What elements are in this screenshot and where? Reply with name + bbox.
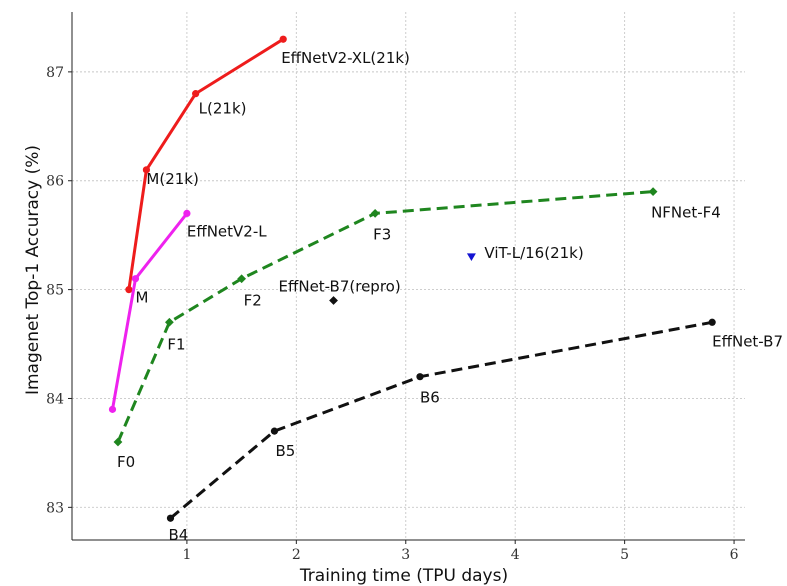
data-point bbox=[237, 274, 247, 284]
x-axis-label: Training time (TPU days) bbox=[299, 566, 508, 586]
y-tick-label: 87 bbox=[46, 65, 64, 81]
series-0 bbox=[125, 35, 287, 294]
point-label: F3 bbox=[373, 225, 391, 243]
point-label: EffNet-B7 bbox=[712, 332, 783, 350]
point-label: EffNetV2-L bbox=[187, 222, 267, 240]
grid bbox=[72, 12, 745, 540]
data-point bbox=[708, 318, 716, 326]
x-tick-label: 4 bbox=[511, 547, 520, 563]
data-point bbox=[270, 427, 279, 435]
point-label: F1 bbox=[167, 335, 185, 353]
series-line bbox=[169, 320, 713, 520]
y-tick-label: 83 bbox=[46, 500, 64, 516]
axes bbox=[71, 12, 745, 541]
series-2 bbox=[113, 187, 658, 447]
data-point bbox=[279, 35, 287, 43]
data-point bbox=[166, 514, 175, 522]
data-point bbox=[648, 187, 658, 197]
data-point bbox=[183, 209, 191, 218]
series-line bbox=[127, 37, 284, 290]
x-tick-label: 6 bbox=[730, 547, 739, 563]
ticks: 1 2 3 4 5 6 83 84 85 86 87 bbox=[46, 65, 738, 563]
data-point bbox=[131, 275, 140, 283]
data-point bbox=[192, 90, 200, 98]
data-point bbox=[370, 209, 380, 218]
y-tick-label: 85 bbox=[46, 283, 64, 299]
point-label: ViT-L/16(21k) bbox=[484, 244, 583, 262]
point-label: EffNet-B7(repro) bbox=[279, 277, 401, 295]
point-label: EffNetV2-XL(21k) bbox=[281, 49, 410, 67]
point-label: B4 bbox=[168, 526, 188, 544]
y-tick-label: 86 bbox=[46, 174, 64, 190]
point-label: NFNet-F4 bbox=[651, 204, 721, 222]
series-layer bbox=[108, 35, 716, 522]
data-point bbox=[108, 405, 117, 413]
data-point bbox=[416, 373, 424, 381]
point-label: B6 bbox=[420, 389, 440, 407]
point-label: F0 bbox=[117, 453, 135, 471]
series-line bbox=[111, 212, 189, 410]
x-tick-label: 1 bbox=[182, 547, 191, 563]
series-4 bbox=[466, 253, 476, 261]
series-5 bbox=[329, 296, 338, 305]
point-label: B5 bbox=[275, 442, 295, 460]
point-labels: M(21k) L(21k) EffNetV2-XL(21k) M EffNetV2-L F… bbox=[117, 49, 783, 544]
series-3 bbox=[166, 318, 716, 522]
series-1 bbox=[108, 209, 191, 413]
x-tick-label: 2 bbox=[292, 547, 301, 563]
point-label: L(21k) bbox=[199, 100, 247, 118]
point-label: M(21k) bbox=[146, 170, 198, 188]
data-point bbox=[329, 296, 338, 305]
point-label: M bbox=[135, 289, 148, 307]
data-point bbox=[113, 437, 123, 447]
x-tick-label: 5 bbox=[620, 547, 629, 563]
data-point bbox=[466, 253, 476, 261]
x-tick-label: 3 bbox=[401, 547, 410, 563]
data-point bbox=[142, 166, 151, 174]
y-axis-label: Imagenet Top-1 Accuracy (%) bbox=[23, 145, 43, 395]
data-point bbox=[164, 317, 174, 327]
y-tick-label: 84 bbox=[46, 391, 64, 407]
data-point bbox=[125, 286, 133, 294]
point-label: F2 bbox=[244, 292, 262, 310]
